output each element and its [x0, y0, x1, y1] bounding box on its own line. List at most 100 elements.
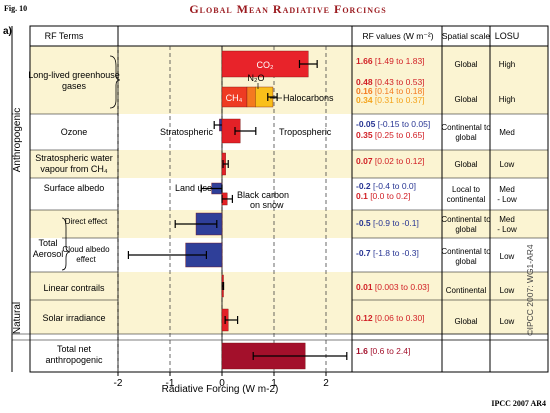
- spatial-scale-direct: Continental to: [441, 215, 491, 224]
- label-stratospheric: Stratospheric: [160, 127, 214, 137]
- rf-value-main: -0.5: [356, 218, 371, 228]
- rf-value-main: 1.66: [356, 56, 373, 66]
- group-label-anthropogenic: Anthropogenic: [12, 108, 23, 173]
- term-total-aerosol: Total: [38, 238, 57, 248]
- term-cloud-albedo: Cloud albedo: [62, 245, 110, 254]
- row-band-terms-0: [30, 150, 118, 178]
- label-ch4: CH₄: [226, 93, 243, 103]
- losu-cloud: Low: [500, 252, 515, 261]
- aerosol-brace: [61, 217, 71, 271]
- rf-values-column: 1.66 [1.49 to 1.83]0.48 [0.43 to 0.53]0.…: [356, 56, 430, 356]
- x-tick-label: -1: [166, 378, 175, 389]
- rf-value: -0.7 [-1.8 to -0.3]: [356, 248, 419, 258]
- spatial-scale-albedo: Local to: [452, 185, 481, 194]
- label-tropospheric: Tropospheric: [279, 127, 332, 137]
- figure-title: Global Mean Radiative Forcings: [189, 2, 386, 16]
- term-strat-water-2: vapour from CH₄: [40, 164, 108, 174]
- spatial-scale-cloud: Continental to: [441, 247, 491, 256]
- bar-n2o: [246, 86, 256, 108]
- rf-value-range: [0.14 to 0.18]: [373, 86, 425, 96]
- figure-label: Fig. 10: [4, 4, 27, 13]
- rf-value-range: [0.003 to 0.03]: [373, 282, 430, 292]
- spatial-scale-ozone-2: global: [455, 133, 477, 142]
- x-tick-label: -2: [114, 378, 123, 389]
- spatial-scale-ozone: Continental to: [441, 123, 491, 132]
- label-black-carbon: Black carbon: [237, 190, 289, 200]
- label-co2: CO₂: [257, 60, 275, 70]
- row-band-1: [118, 150, 352, 178]
- rf-value-range: [0.02 to 0.12]: [373, 156, 425, 166]
- term-long-lived-greenhouse-gases: Long-lived greenhouse: [28, 70, 120, 80]
- term-solar-irradiance: Solar irradiance: [42, 313, 105, 323]
- rf-value-main: 0.07: [356, 156, 373, 166]
- rf-value-main: 1.6: [356, 346, 368, 356]
- rf-value-main: 0.16: [356, 86, 373, 96]
- term-total-aerosol-2: Aerosol: [33, 249, 64, 259]
- rf-value: 0.48 [0.43 to 0.53]: [356, 77, 425, 87]
- losu-albedo: Med: [499, 185, 515, 194]
- rf-value-range: [0.6 to 2.4]: [368, 346, 411, 356]
- rf-value: 0.16 [0.14 to 0.18]: [356, 86, 425, 96]
- rf-value: 0.07 [0.02 to 0.12]: [356, 156, 425, 166]
- rf-value-main: -0.2: [356, 181, 371, 191]
- rf-value-range: [0.31 to 0.37]: [373, 95, 425, 105]
- spatial-scale-solar: Global: [454, 317, 477, 326]
- rf-value: -0.05 [-0.15 to 0.05]: [356, 119, 430, 129]
- x-axis-label: Radiative Forcing (W m-2): [162, 384, 279, 395]
- row-band-2: [118, 210, 352, 238]
- table-border: [29, 25, 549, 373]
- group-label-natural: Natural: [12, 302, 23, 334]
- rf-value: 0.12 [0.06 to 0.30]: [356, 313, 425, 323]
- term-ozone: Ozone: [61, 127, 88, 137]
- x-tick-label: 0: [219, 378, 225, 389]
- row-band-terms-1: [30, 210, 118, 238]
- rf-value-main: -0.7: [356, 248, 371, 258]
- spatial-scale-ghg2: Global: [454, 95, 477, 104]
- x-tick-label: 1: [271, 378, 277, 389]
- rf-value-range: [-0.9 to -0.1]: [371, 218, 419, 228]
- rf-value-main: 0.01: [356, 282, 373, 292]
- rf-value-range: [0.43 to 0.53]: [373, 77, 425, 87]
- rf-value-main: 0.34: [356, 95, 373, 105]
- label-halocarbons: Halocarbons: [283, 93, 334, 103]
- term-cloud-albedo-2: effect: [76, 255, 96, 264]
- rf-value-range: [1.49 to 1.83]: [373, 56, 425, 66]
- forcing-bars: CO₂ CH₄ N₂O Halocarbons Stratospheric Troposp…: [127, 50, 348, 370]
- rf-value: 0.35 [0.25 to 0.65]: [356, 130, 425, 140]
- row-band-4: [118, 300, 352, 334]
- term-strat-water: Stratospheric water: [35, 153, 113, 163]
- header-losu: LOSU: [495, 31, 520, 41]
- x-tick-label: 2: [323, 378, 329, 389]
- header-rf-values: RF values (W m⁻²): [362, 31, 433, 41]
- header-rf-terms: RF Terms: [45, 31, 84, 41]
- ghg-brace: [109, 55, 121, 109]
- row-band-3: [118, 272, 352, 300]
- row-band-values-1: [352, 210, 548, 238]
- rf-value: 1.6 [0.6 to 2.4]: [356, 346, 410, 356]
- rf-value-main: 0.1: [356, 191, 368, 201]
- rf-value-main: 0.48: [356, 77, 373, 87]
- credit-text: IPCC 2007 AR4: [491, 399, 546, 408]
- label-black-carbon-2: on snow: [250, 200, 284, 210]
- term-surface-albedo: Surface albedo: [44, 183, 105, 193]
- row-band-values-ghg: [352, 46, 548, 114]
- label-land-use: Land use: [175, 183, 212, 193]
- rf-value: 1.66 [1.49 to 1.83]: [356, 56, 425, 66]
- row-band-values-2: [352, 272, 548, 300]
- rf-value-range: [-1.8 to -0.3]: [371, 248, 419, 258]
- rf-value-range: [0.0 to 0.2]: [368, 191, 411, 201]
- rf-value: 0.1 [0.0 to 0.2]: [356, 191, 410, 201]
- rf-value: -0.5 [-0.9 to -0.1]: [356, 218, 419, 228]
- rf-value-main: -0.05: [356, 119, 376, 129]
- watermark: ©IPCC 2007: WG1-AR4: [525, 244, 535, 336]
- rf-value-range: [-0.4 to 0.0]: [371, 181, 416, 191]
- term-direct-effect: Direct effect: [65, 217, 108, 226]
- losu-strat: Low: [500, 160, 515, 169]
- losu-ghg2: High: [499, 95, 515, 104]
- losu-contrails: Low: [500, 286, 515, 295]
- rf-value: 0.34 [0.31 to 0.37]: [356, 95, 425, 105]
- term-linear-contrails: Linear contrails: [43, 283, 105, 293]
